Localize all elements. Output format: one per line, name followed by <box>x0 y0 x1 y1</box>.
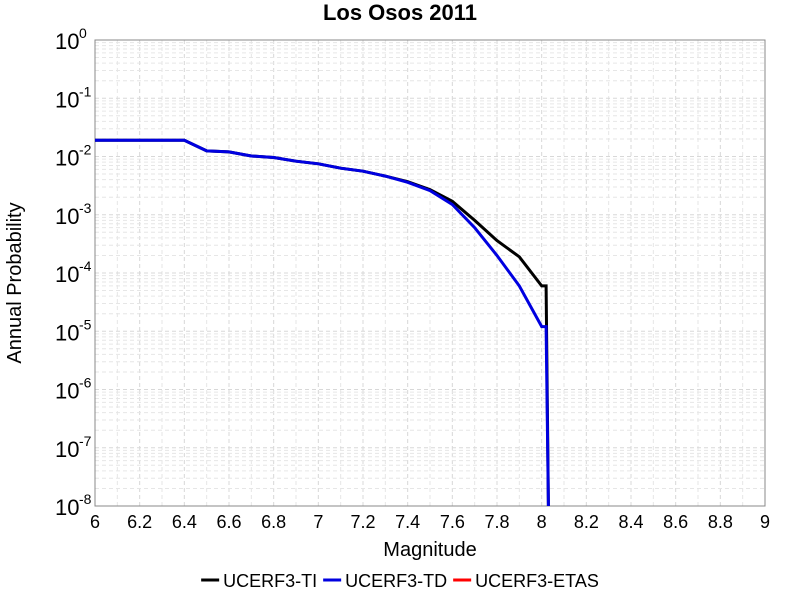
y-tick-label: 10 -2 <box>55 142 92 171</box>
y-tick-exponent: 0 <box>79 25 87 41</box>
y-tick-exponent: -2 <box>79 142 92 158</box>
legend-label: UCERF3-ETAS <box>475 571 599 591</box>
plot-frame <box>94 39 766 507</box>
x-tick-label: 7.4 <box>395 512 420 532</box>
x-tick-label: 8.4 <box>618 512 643 532</box>
y-tick-label: 10 -5 <box>55 316 92 345</box>
x-tick-label: 7.8 <box>484 512 509 532</box>
y-tick-exponent: -1 <box>79 83 92 99</box>
y-tick-label: 10 0 <box>55 25 87 54</box>
x-tick-label: 6.2 <box>127 512 152 532</box>
y-axis-label: Annual Probability <box>4 202 26 363</box>
y-tick-base: 10 <box>55 262 79 287</box>
y-tick-exponent: -5 <box>79 316 92 332</box>
chart-title: Los Osos 2011 <box>323 0 477 25</box>
y-tick-label: 10 -3 <box>55 200 92 229</box>
x-tick-label: 8.8 <box>708 512 733 532</box>
x-tick-labels: 6 6.2 6.4 6.6 6.8 7 7.2 7.4 7.6 7.8 8 8.2 8.4 8.6 8.8 9 <box>90 512 770 532</box>
y-tick-base: 10 <box>55 146 79 171</box>
y-tick-label: 10 -7 <box>55 433 92 462</box>
legend-label: UCERF3-TI <box>223 571 317 591</box>
legend-item: UCERF3-TD <box>323 571 447 591</box>
x-tick-label: 6.8 <box>261 512 286 532</box>
series-layer <box>95 138 550 507</box>
legend-item: UCERF3-TI <box>201 571 317 591</box>
y-tick-base: 10 <box>55 87 79 112</box>
y-tick-exponent: -4 <box>79 258 92 274</box>
y-tick-base: 10 <box>55 495 79 520</box>
y-tick-label: 10 -8 <box>55 491 92 520</box>
y-tick-base: 10 <box>55 204 79 229</box>
series-line-ucerf3-td <box>95 138 550 507</box>
y-tick-exponent: -8 <box>79 491 92 507</box>
x-tick-label: 8 <box>537 512 547 532</box>
x-tick-label: 8.6 <box>663 512 688 532</box>
y-tick-base: 10 <box>55 437 79 462</box>
x-tick-label: 9 <box>760 512 770 532</box>
x-tick-label: 7 <box>313 512 323 532</box>
x-tick-label: 7.6 <box>440 512 465 532</box>
x-tick-label: 6 <box>90 512 100 532</box>
y-tick-label: 10 -4 <box>55 258 92 287</box>
legend-label: UCERF3-TD <box>345 571 447 591</box>
x-tick-label: 6.6 <box>216 512 241 532</box>
y-tick-base: 10 <box>55 379 79 404</box>
y-tick-label: 10 -6 <box>55 375 92 404</box>
legend: UCERF3-TI UCERF3-TD UCERF3-ETAS <box>201 571 599 591</box>
grid <box>94 39 766 507</box>
x-axis-label: Magnitude <box>383 539 476 561</box>
y-tick-base: 10 <box>55 29 79 54</box>
y-tick-base: 10 <box>55 320 79 345</box>
legend-item: UCERF3-ETAS <box>453 571 599 591</box>
x-tick-label: 6.4 <box>172 512 197 532</box>
y-tick-exponent: -6 <box>79 375 92 391</box>
y-tick-exponent: -3 <box>79 200 92 216</box>
y-tick-exponent: -7 <box>79 433 92 449</box>
x-tick-label: 8.2 <box>574 512 599 532</box>
y-tick-label: 10 -1 <box>55 83 92 112</box>
series-line-ucerf3-ti <box>95 138 550 507</box>
x-tick-label: 7.2 <box>350 512 375 532</box>
